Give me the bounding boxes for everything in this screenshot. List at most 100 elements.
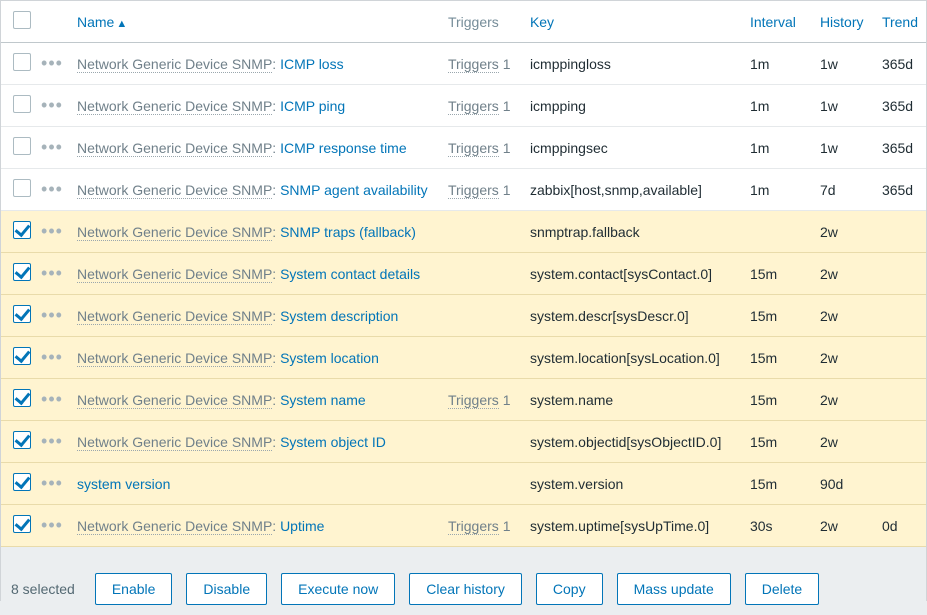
row-checkbox[interactable]	[13, 305, 31, 323]
row-checkbox[interactable]	[13, 179, 31, 197]
row-menu-icon[interactable]: •••	[41, 431, 63, 451]
row-menu-icon[interactable]: •••	[41, 389, 63, 409]
row-checkbox[interactable]	[13, 263, 31, 281]
item-link[interactable]: System description	[280, 308, 398, 324]
item-link[interactable]: ICMP response time	[280, 140, 407, 156]
name-cell: Network Generic Device SNMP: System loca…	[69, 337, 440, 379]
triggers-cell: Triggers1	[440, 127, 522, 169]
row-menu-icon[interactable]: •••	[41, 137, 63, 157]
template-link[interactable]: Network Generic Device SNMP	[77, 266, 272, 283]
trends-cell: 365d	[874, 85, 926, 127]
history-cell: 7d	[812, 169, 874, 211]
template-link[interactable]: Network Generic Device SNMP	[77, 434, 272, 451]
triggers-cell	[440, 421, 522, 463]
name-cell: Network Generic Device SNMP: ICMP loss	[69, 43, 440, 85]
history-cell: 1w	[812, 85, 874, 127]
interval-cell: 15m	[742, 421, 812, 463]
table-row: •••Network Generic Device SNMP: UptimeTr…	[1, 505, 926, 547]
table-header-row: Name▲ Triggers Key Interval History Tren…	[1, 1, 926, 43]
item-link[interactable]: Uptime	[280, 518, 324, 534]
header-name-label: Name	[77, 14, 114, 30]
row-checkbox[interactable]	[13, 137, 31, 155]
template-link[interactable]: Network Generic Device SNMP	[77, 140, 272, 157]
template-link[interactable]: Network Generic Device SNMP	[77, 350, 272, 367]
key-cell: system.contact[sysContact.0]	[522, 253, 742, 295]
template-link[interactable]: Network Generic Device SNMP	[77, 182, 272, 199]
key-cell: icmppingloss	[522, 43, 742, 85]
table-body: ••• Network Generic Device SNMP: ICMP los…	[1, 43, 926, 547]
triggers-link[interactable]: Triggers	[448, 140, 499, 157]
template-link[interactable]: Network Generic Device SNMP	[77, 392, 272, 409]
copy-button[interactable]: Copy	[536, 573, 603, 605]
template-link[interactable]: Network Generic Device SNMP	[77, 56, 272, 73]
row-menu-icon[interactable]: •••	[41, 263, 63, 283]
header-name[interactable]: Name▲	[69, 1, 440, 43]
item-link[interactable]: ICMP ping	[280, 98, 345, 114]
name-separator: :	[272, 182, 280, 198]
name-separator: :	[272, 350, 280, 366]
table-row: ••• Network Generic Device SNMP: SNMP age…	[1, 169, 926, 211]
history-cell: 2w	[812, 211, 874, 253]
name-separator: :	[272, 56, 280, 72]
item-link[interactable]: System name	[280, 392, 366, 408]
sort-asc-icon: ▲	[116, 18, 127, 30]
row-checkbox[interactable]	[13, 515, 31, 533]
row-menu-icon[interactable]: •••	[41, 221, 63, 241]
row-menu-icon[interactable]: •••	[41, 473, 63, 493]
header-trends[interactable]: Trend	[874, 1, 926, 43]
triggers-link[interactable]: Triggers	[448, 518, 499, 535]
mass-update-button[interactable]: Mass update	[617, 573, 731, 605]
row-checkbox[interactable]	[13, 221, 31, 239]
item-link[interactable]: SNMP traps (fallback)	[280, 224, 416, 240]
row-menu-icon[interactable]: •••	[41, 347, 63, 367]
item-link[interactable]: System contact details	[280, 266, 420, 282]
disable-button[interactable]: Disable	[186, 573, 267, 605]
row-checkbox[interactable]	[13, 95, 31, 113]
table-row: •••Network Generic Device SNMP: System n…	[1, 379, 926, 421]
key-cell: system.uptime[sysUpTime.0]	[522, 505, 742, 547]
header-interval[interactable]: Interval	[742, 1, 812, 43]
select-all-checkbox[interactable]	[13, 11, 31, 29]
execute-now-button[interactable]: Execute now	[281, 573, 395, 605]
row-menu-icon[interactable]: •••	[41, 305, 63, 325]
triggers-link[interactable]: Triggers	[448, 98, 499, 115]
triggers-link[interactable]: Triggers	[448, 392, 499, 409]
template-link[interactable]: Network Generic Device SNMP	[77, 308, 272, 325]
row-checkbox[interactable]	[13, 389, 31, 407]
row-menu-icon[interactable]: •••	[41, 515, 63, 535]
template-link[interactable]: Network Generic Device SNMP	[77, 224, 272, 241]
row-checkbox[interactable]	[13, 473, 31, 491]
item-link[interactable]: System object ID	[280, 434, 386, 450]
clear-history-button[interactable]: Clear history	[409, 573, 522, 605]
row-checkbox[interactable]	[13, 347, 31, 365]
header-triggers[interactable]: Triggers	[440, 1, 522, 43]
interval-cell: 1m	[742, 43, 812, 85]
delete-button[interactable]: Delete	[745, 573, 819, 605]
template-link[interactable]: Network Generic Device SNMP	[77, 518, 272, 535]
trends-cell	[874, 337, 926, 379]
item-link[interactable]: system version	[77, 476, 170, 492]
triggers-link[interactable]: Triggers	[448, 182, 499, 199]
item-link[interactable]: System location	[280, 350, 379, 366]
header-history[interactable]: History	[812, 1, 874, 43]
selected-count: 8 selected	[11, 581, 75, 597]
row-menu-icon[interactable]: •••	[41, 95, 63, 115]
name-separator: :	[272, 266, 280, 282]
row-checkbox[interactable]	[13, 431, 31, 449]
template-link[interactable]: Network Generic Device SNMP	[77, 98, 272, 115]
header-key[interactable]: Key	[522, 1, 742, 43]
item-link[interactable]: SNMP agent availability	[280, 182, 428, 198]
row-menu-icon[interactable]: •••	[41, 53, 63, 73]
triggers-link[interactable]: Triggers	[448, 56, 499, 73]
name-cell: system version	[69, 463, 440, 505]
history-cell: 1w	[812, 127, 874, 169]
trends-cell: 0d	[874, 505, 926, 547]
key-cell: system.version	[522, 463, 742, 505]
item-link[interactable]: ICMP loss	[280, 56, 344, 72]
row-menu-icon[interactable]: •••	[41, 179, 63, 199]
name-cell: Network Generic Device SNMP: System obje…	[69, 421, 440, 463]
row-checkbox[interactable]	[13, 53, 31, 71]
trends-cell: 365d	[874, 127, 926, 169]
enable-button[interactable]: Enable	[95, 573, 173, 605]
table-row: ••• Network Generic Device SNMP: System l…	[1, 337, 926, 379]
